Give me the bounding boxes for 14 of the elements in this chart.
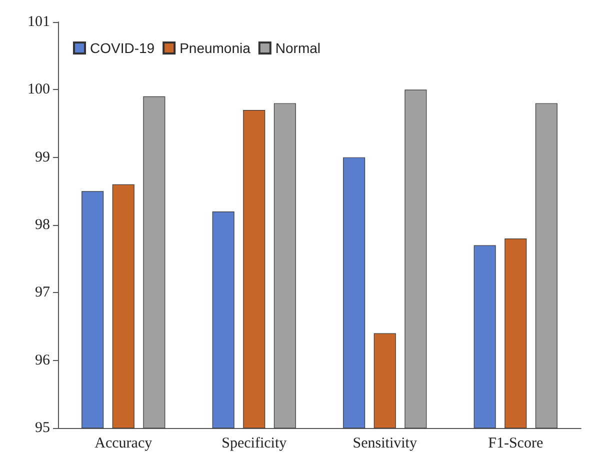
y-tick-label: 96	[35, 352, 50, 368]
x-tick-label: Sensitivity	[352, 436, 418, 452]
legend-label: COVID-19	[90, 40, 155, 56]
y-tick-label: 100	[28, 82, 50, 98]
y-tick-label: 97	[35, 284, 50, 301]
y-tick-label: 101	[28, 14, 50, 30]
x-tick-label: Specificity	[222, 436, 288, 452]
legend-label: Normal	[275, 40, 321, 56]
x-tick-label: Accuracy	[94, 436, 153, 452]
y-tick-label: 98	[35, 217, 50, 233]
y-tick-label: 99	[35, 149, 50, 166]
legend-label: Pneumonia	[180, 40, 251, 56]
x-tick-label: F1-Score	[488, 436, 544, 452]
y-tick-label: 95	[35, 420, 50, 436]
